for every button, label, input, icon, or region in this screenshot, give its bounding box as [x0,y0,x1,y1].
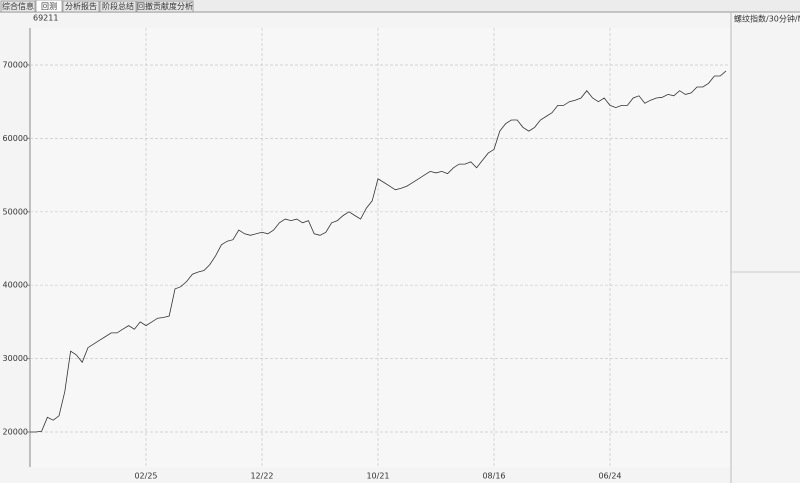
equity-line [30,70,727,433]
y-tick-label: 30000 [3,354,28,363]
x-tick-label: 02/25 [134,472,157,481]
x-tick-label: 06/24 [598,472,621,481]
tab-label[interactable]: 综合信息 [2,1,34,11]
x-tick-label: 10/21 [366,472,389,481]
last-value: 69211 [33,14,58,23]
x-tick-label: 08/16 [482,472,505,481]
tab[interactable] [136,0,194,13]
x-tick-label: 12/22 [250,472,273,481]
panel-label: 螺纹指数/30分钟/MA2 [734,14,800,24]
y-tick-label: 50000 [3,207,28,216]
tab-label[interactable]: 回测 [41,2,57,11]
tab[interactable] [0,0,36,13]
y-tick-label: 70000 [3,60,28,69]
tab-label[interactable]: 分析报告 [65,1,97,11]
tab[interactable] [62,0,100,13]
tab[interactable] [99,0,137,13]
tab-label[interactable]: 回撤贡献度分析 [137,1,193,11]
y-tick-label: 20000 [3,427,28,436]
tab-label[interactable]: 阶段总结 [102,1,134,11]
y-tick-label: 40000 [3,281,28,290]
y-tick-label: 60000 [3,134,28,143]
plot-area [30,28,730,467]
tab-bar [0,0,800,12]
tab[interactable] [35,0,63,13]
